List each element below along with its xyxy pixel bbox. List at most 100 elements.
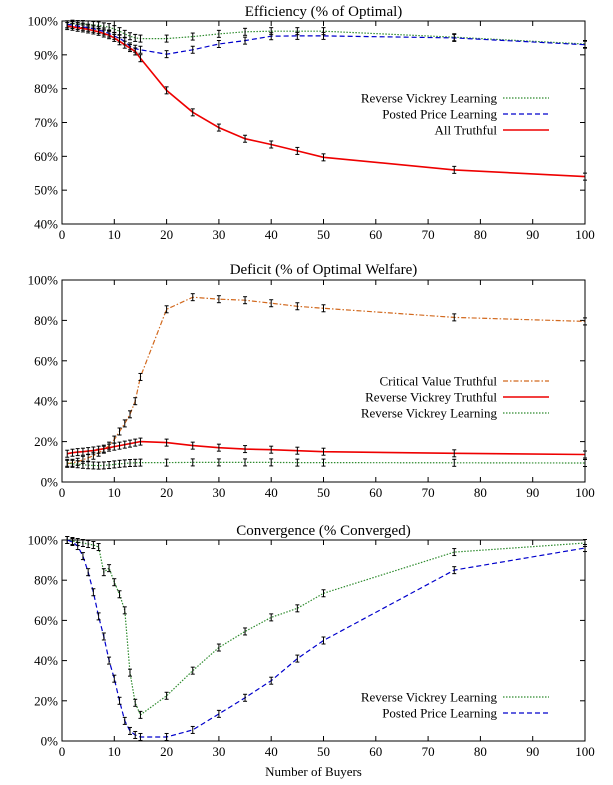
series-2	[65, 437, 587, 459]
data-point	[583, 544, 587, 553]
data-point	[107, 656, 112, 665]
y-tick-label: 40%	[34, 394, 58, 409]
data-point	[86, 447, 91, 456]
data-point	[164, 34, 169, 43]
data-point	[133, 730, 138, 739]
data-point	[321, 589, 326, 598]
series-3	[65, 22, 587, 181]
data-point	[216, 709, 221, 718]
data-point	[112, 578, 117, 587]
y-tick-label: 100%	[28, 533, 59, 548]
x-tick-label: 60	[369, 227, 382, 242]
data-point	[96, 543, 101, 552]
x-tick-label: 90	[526, 744, 539, 759]
data-point	[269, 140, 274, 149]
data-point	[101, 444, 106, 453]
data-point	[107, 443, 112, 452]
y-tick-label: 0%	[41, 475, 59, 490]
data-point	[138, 458, 143, 467]
data-point	[80, 539, 85, 548]
x-tick-label: 10	[108, 227, 121, 242]
data-point	[295, 31, 300, 40]
data-point	[133, 698, 138, 707]
data-point	[269, 458, 274, 467]
x-tick-label: 0	[59, 485, 66, 500]
data-point	[190, 725, 195, 734]
x-tick-label: 50	[317, 485, 330, 500]
legend-label: Reverse Vickrey Learning	[361, 406, 498, 421]
data-point	[133, 397, 138, 406]
data-point	[127, 32, 132, 41]
data-point	[583, 40, 587, 49]
legend-label: Posted Price Learning	[382, 706, 497, 721]
data-point	[101, 29, 106, 38]
data-point	[91, 541, 96, 550]
x-tick-label: 10	[108, 744, 121, 759]
x-tick-label: 60	[369, 485, 382, 500]
x-tick-label: 20	[160, 227, 173, 242]
chart-title: Convergence (% Converged)	[236, 523, 410, 539]
data-point	[243, 445, 248, 454]
chart-panel-2: Deficit (% of Optimal Welfare) 0 10 20 30 40 5…	[28, 262, 595, 500]
data-point	[117, 590, 122, 599]
y-tick-label: 20%	[34, 434, 58, 449]
data-point	[321, 304, 326, 313]
data-point	[122, 459, 127, 468]
chart-title: Deficit (% of Optimal Welfare)	[230, 262, 418, 278]
y-tick-label: 0%	[41, 734, 59, 749]
data-point	[96, 445, 101, 454]
data-point	[190, 45, 195, 54]
data-point	[127, 44, 132, 53]
data-point	[321, 31, 326, 40]
series-line	[67, 23, 586, 55]
data-point	[117, 459, 122, 468]
data-point	[86, 25, 91, 34]
data-point	[133, 33, 138, 42]
x-tick-label: 40	[265, 744, 278, 759]
series-line	[67, 25, 586, 178]
data-point	[216, 443, 221, 452]
data-point	[452, 165, 457, 174]
data-point	[138, 710, 143, 719]
data-point	[127, 459, 132, 468]
x-tick-label: 40	[265, 485, 278, 500]
data-point	[295, 654, 300, 663]
data-point	[65, 449, 70, 458]
data-point	[127, 410, 132, 419]
data-point	[86, 461, 91, 470]
data-point	[70, 459, 75, 468]
legend-label: All Truthful	[435, 123, 498, 138]
data-point	[583, 450, 587, 459]
data-point	[127, 726, 132, 735]
chart-panel-3: Convergence (% Converged) 0 10 20 30 40 50 60 70…	[28, 523, 595, 779]
legend-label: Critical Value Truthful	[380, 374, 498, 389]
y-tick-label: 50%	[34, 183, 58, 198]
x-tick-label: 10	[108, 485, 121, 500]
data-point	[190, 666, 195, 675]
chart-panel-1: Efficiency (% of Optimal) 0 10 20 30 40 50 60 70…	[28, 4, 595, 242]
data-point	[80, 552, 85, 561]
data-point	[65, 536, 70, 544]
x-tick-label: 50	[317, 744, 330, 759]
data-point	[101, 461, 106, 470]
data-point	[190, 32, 195, 41]
x-tick-label: 70	[422, 227, 435, 242]
x-tick-label: 100	[575, 227, 595, 242]
data-point	[216, 123, 221, 132]
x-tick-label: 20	[160, 744, 173, 759]
data-point	[75, 460, 80, 469]
data-point	[91, 588, 96, 597]
data-point	[452, 458, 457, 467]
y-tick-label: 80%	[34, 313, 58, 328]
x-tick-label: 0	[59, 744, 66, 759]
data-point	[583, 459, 587, 468]
data-point	[127, 668, 132, 677]
data-point	[583, 317, 587, 326]
data-point	[96, 612, 101, 621]
x-tick-label: 20	[160, 485, 173, 500]
x-tick-label: 100	[575, 485, 595, 500]
data-point	[138, 372, 143, 381]
data-point	[107, 564, 112, 573]
data-point	[269, 299, 274, 308]
y-tick-label: 60%	[34, 613, 58, 628]
